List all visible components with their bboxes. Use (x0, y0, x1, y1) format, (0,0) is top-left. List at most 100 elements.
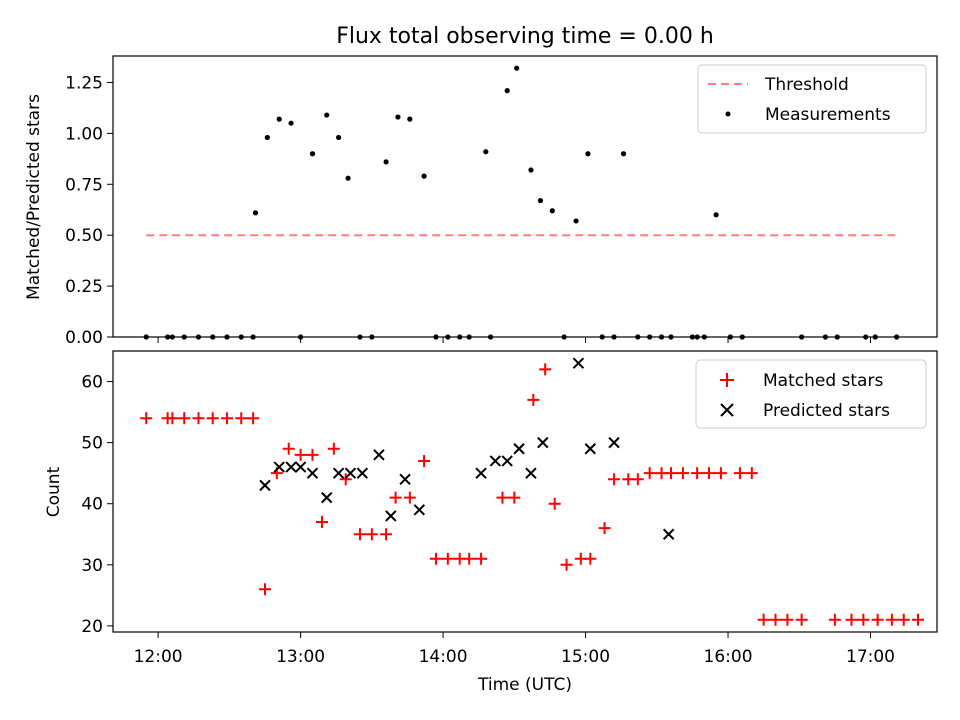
matched-star-marker (339, 473, 352, 486)
matched-star-marker (745, 467, 758, 480)
predicted-star-marker (489, 455, 502, 467)
bottom-y-tick-label: 40 (81, 495, 103, 515)
predicted-star-marker (537, 436, 549, 449)
bottom-panel: 20 30 40 50 60 12:00 13:00 14:00 15:00 16:00 17:0… (44, 350, 938, 695)
top-panel: Flux total observing time = 0.00 h 0.00 0… (24, 24, 938, 348)
bottom-y-axis: 20 30 40 50 60 (81, 373, 113, 637)
bottom-x-tick-label: 15:00 (561, 647, 610, 667)
measurement-point (264, 134, 270, 141)
predicted-star-marker (662, 528, 675, 540)
measurement-point (514, 65, 520, 71)
matched-star-marker (584, 552, 597, 565)
matched-star-marker (282, 442, 295, 455)
measurement-point (324, 112, 330, 118)
matched-star-marker (353, 528, 366, 541)
legend-matched-label: Matched stars (763, 371, 883, 391)
predicted-star-marker (321, 491, 333, 504)
matched-star-marker (140, 412, 153, 425)
matched-star-marker (703, 467, 716, 480)
top-legend: Threshold Measurements (697, 64, 927, 134)
measurement-point (504, 88, 510, 94)
matched-star-marker (508, 491, 521, 504)
bottom-x-axis: 12:00 13:00 14:00 15:00 16:00 17:00 (134, 632, 895, 667)
measurement-point (383, 159, 389, 165)
top-x-ticks (157, 337, 872, 343)
matched-star-marker (560, 558, 573, 571)
predicted-star-marker (513, 443, 525, 455)
bottom-x-tick-label: 12:00 (134, 647, 183, 667)
matched-star-marker (885, 613, 898, 626)
predicted-star-marker (572, 357, 585, 369)
matched-star-marker (676, 467, 689, 480)
bottom-y-axis-label: Count (44, 466, 64, 517)
predicted-star-marker (501, 455, 513, 467)
legend-predicted-label: Predicted stars (763, 401, 890, 421)
x-axis-label: Time (UTC) (477, 675, 572, 695)
matched-star-marker (365, 528, 378, 541)
matched-star-marker (665, 467, 678, 480)
matched-star-marker (389, 491, 402, 504)
measurement-point (549, 208, 555, 214)
matched-star-marker (380, 528, 393, 541)
matched-star-marker (463, 552, 476, 565)
matched-star-marker (475, 552, 488, 565)
top-y-tick-label: 0.75 (65, 175, 103, 195)
predicted-star-marker (285, 461, 297, 473)
predicted-star-marker (344, 467, 357, 479)
matched-star-marker (178, 412, 191, 425)
matched-star-marker (795, 613, 808, 626)
top-y-tick-label: 1.25 (65, 73, 103, 93)
measurement-point (528, 167, 534, 173)
predicted-star-marker (294, 461, 307, 473)
measurement-point (421, 173, 427, 179)
bottom-x-tick-label: 13:00 (276, 647, 325, 667)
measurement-point (620, 151, 627, 157)
top-y-axis: 0.00 0.25 0.50 0.75 1.00 1.25 (65, 73, 113, 348)
matched-star-marker (769, 613, 782, 626)
matched-star-marker (828, 613, 841, 626)
measurement-point (537, 197, 544, 204)
measurement-point (483, 149, 489, 155)
predicted-star-marker (399, 473, 411, 485)
bottom-legend: Matched stars Predicted stars (695, 359, 927, 429)
measurement-point (573, 218, 579, 224)
legend-measurements-swatch (725, 111, 731, 117)
matched-star-marker (441, 552, 454, 565)
matched-star-marker (912, 613, 925, 626)
matched-star-marker (403, 491, 416, 504)
predicted-star-marker (525, 467, 537, 479)
bottom-axes-frame (112, 350, 938, 633)
matched-star-marker (539, 363, 552, 376)
matched-star-marker (845, 613, 858, 626)
measurement-point (276, 116, 282, 122)
matched-star-marker (781, 613, 794, 626)
top-y-tick-label: 0.00 (65, 328, 103, 348)
legend-matched-swatch (720, 373, 734, 387)
matched-star-marker (897, 613, 910, 626)
matched-star-marker (733, 467, 746, 480)
predicted-star-marker (475, 467, 487, 479)
predicted-star-marker (413, 504, 426, 516)
measurement-point (309, 151, 316, 157)
matched-star-marker (857, 613, 870, 626)
predicted-star-marker (332, 467, 345, 479)
matched-star-marker (608, 473, 621, 486)
bottom-x-tick-label: 16:00 (704, 647, 753, 667)
chart-title: Flux total observing time = 0.00 h (336, 24, 714, 49)
predicted-star-marker (356, 467, 369, 479)
matched-star-marker (206, 412, 219, 425)
matched-star-marker (192, 412, 205, 425)
predicted-star-marker (608, 436, 620, 449)
measurement-point (252, 210, 259, 216)
top-axes-frame (112, 55, 938, 338)
matched-star-marker (757, 613, 770, 626)
bottom-x-tick-label: 17:00 (846, 647, 895, 667)
matched-star-marker (235, 412, 248, 425)
top-y-tick-label: 1.00 (65, 124, 103, 144)
matched-star-marker (327, 442, 340, 455)
measurement-point (713, 212, 719, 218)
bottom-y-tick-label: 20 (81, 617, 103, 637)
matched-star-marker (418, 454, 431, 467)
bottom-markers-layer (140, 357, 925, 626)
